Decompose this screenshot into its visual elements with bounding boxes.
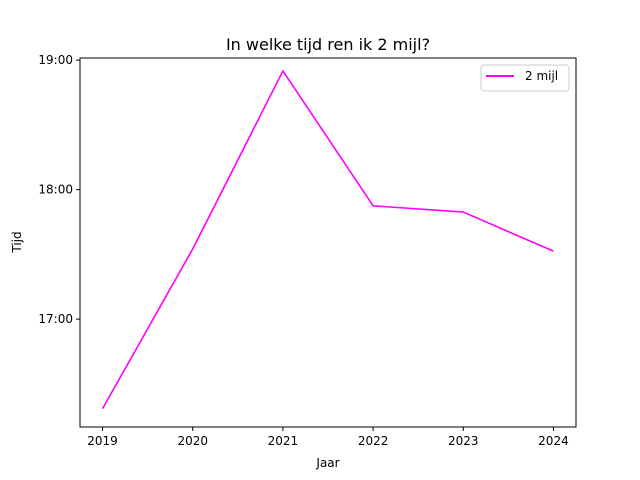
y-tick-label: 17:00 — [38, 312, 73, 326]
x-tick-label: 2022 — [358, 434, 389, 448]
y-tick-label: 19:00 — [38, 53, 73, 67]
y-tick-label: 18:00 — [38, 183, 73, 197]
x-tick-label: 2020 — [177, 434, 208, 448]
x-tick-label: 2024 — [538, 434, 569, 448]
y-axis-ticks: 17:00 18:00 19:00 — [38, 53, 80, 326]
chart-title: In welke tijd ren ik 2 mijl? — [226, 35, 430, 54]
x-axis-label: Jaar — [315, 456, 339, 470]
legend: 2 mijl — [480, 64, 570, 92]
series-line-2-mijl — [101, 70, 554, 410]
x-axis-ticks: 2019 2020 2021 2022 2023 2024 — [87, 427, 569, 448]
x-tick-label: 2019 — [87, 434, 118, 448]
x-tick-label: 2023 — [448, 434, 479, 448]
legend-box — [480, 64, 570, 92]
plot-frame — [79, 57, 577, 428]
legend-entry-2-mijl: 2 mijl — [525, 69, 558, 83]
series-layer — [101, 70, 554, 410]
plot-area: 2019 2020 2021 2022 2023 2024 17:00 18:00 19:00 — [38, 53, 577, 448]
x-tick-label: 2021 — [268, 434, 299, 448]
y-axis-label: Tijd — [10, 231, 24, 253]
